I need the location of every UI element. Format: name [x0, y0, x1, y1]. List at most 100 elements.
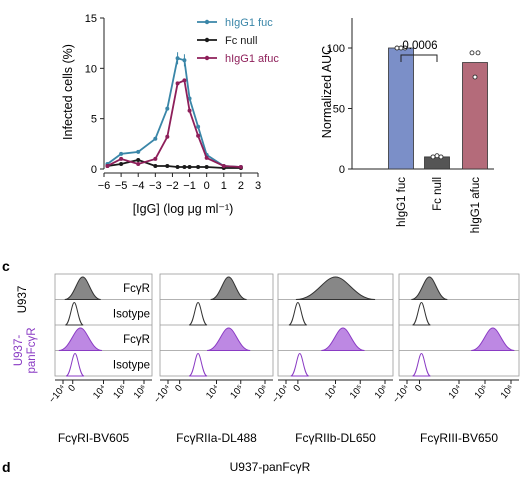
data-point [196, 133, 201, 138]
data-point [196, 124, 201, 129]
x-tick-label: −1 [183, 180, 196, 192]
histogram-x-tick-label: 10⁴ [91, 383, 109, 401]
x-tick-label: −6 [98, 180, 111, 192]
bar-chart-significance-label: 0.0006 [402, 40, 437, 52]
histogram-x-tick-label: 10⁵ [111, 383, 129, 401]
histogram-column-label: FcγRIIb-DL650 [295, 431, 376, 445]
row-label: FcγR [123, 283, 150, 295]
histogram-x-tick-label: 10⁶ [253, 383, 271, 401]
y-tick-label: 15 [85, 13, 97, 25]
x-tick-label: 0 [204, 180, 210, 192]
legend-marker [204, 37, 210, 43]
data-point [187, 108, 192, 113]
line-chart-legend: hIgG1 fuc Fc null hIgG1 afuc [197, 17, 279, 65]
series-line [107, 159, 241, 169]
histogram-peak [188, 352, 208, 377]
row-label: FcγR [123, 334, 150, 346]
histogram-peak [412, 301, 431, 326]
data-point [136, 157, 141, 162]
histogram-x-tick-label: −10⁴ [270, 383, 291, 406]
histogram-peak [188, 301, 208, 326]
histogram-peak [64, 276, 101, 300]
data-point [165, 106, 170, 111]
legend-entry: hIgG1 fuc [225, 17, 273, 29]
bar [388, 47, 414, 170]
bar-chart-axes: 0 50 100 [327, 18, 494, 176]
line-chart-y-axis-label: Infected cells (%) [61, 44, 75, 140]
data-point [221, 163, 226, 168]
data-point [175, 164, 180, 169]
panel-d-title: U937-panFcγR [230, 460, 311, 474]
line-chart-series [105, 52, 243, 170]
data-point [153, 136, 158, 141]
data-point [175, 81, 180, 86]
row-label: Isotype [113, 309, 150, 321]
histogram-x-tick-label: 0 [173, 383, 185, 394]
data-point [238, 164, 243, 169]
histogram-x-tick-label: 10⁴ [323, 383, 341, 401]
x-tick-label: 3 [255, 180, 261, 192]
bar [424, 156, 450, 170]
legend-entry: Fc null [225, 35, 257, 47]
data-point [204, 164, 209, 169]
bar-category-label: hIgG1 afuc [470, 177, 482, 234]
replicate-point [394, 45, 400, 51]
data-point [119, 156, 124, 161]
legend-marker [204, 55, 210, 61]
data-point [105, 163, 110, 168]
data-point [204, 155, 209, 160]
histogram-peak [206, 327, 251, 351]
significance-bracket [400, 54, 438, 62]
histogram-panel: FcγR Isotype FcγR Isotype U937 U937- panFcγR −1… [13, 273, 520, 445]
replicate-point [434, 153, 440, 159]
y-tick-label: 50 [333, 104, 345, 116]
bar-chart-bars: hIgG1 fuc Fc null hIgG1 afuc [388, 45, 488, 234]
histogram-peak [411, 276, 448, 300]
histogram-column-label: FcγRIIa-DL488 [176, 431, 257, 445]
histogram-x-tick-label: 10⁴ [204, 383, 222, 401]
histogram-x-tick-label: 10⁶ [499, 383, 517, 401]
histogram-x-tick-label: 10⁶ [132, 383, 150, 401]
line-chart-x-axis-label: [IgG] (log μg ml⁻¹) [133, 202, 234, 216]
group-label-u937-panfcgr: U937- [13, 335, 25, 366]
bar-category-label: hIgG1 fuc [396, 177, 408, 227]
group-label-u937-panfcgr-2: panFcγR [26, 327, 38, 373]
histogram-x-tick-label: −10⁴ [391, 383, 412, 406]
bar-chart-y-axis-label: Normalized AUC [320, 46, 334, 138]
x-tick-label: 2 [238, 180, 244, 192]
histogram-x-tick-label: 10⁵ [473, 383, 491, 401]
data-point [182, 164, 187, 169]
y-tick-label: 100 [327, 43, 345, 55]
x-tick-label: −5 [115, 180, 128, 192]
histogram-x-tick-label: 0 [413, 383, 425, 394]
histogram-column-label: FcγRIII-BV650 [420, 431, 498, 445]
data-point [182, 78, 187, 83]
legend-entry: hIgG1 afuc [225, 53, 279, 65]
x-tick-label: −4 [132, 180, 145, 192]
bar-chart: 0 50 100 hIgG1 fuc Fc null hIgG1 afuc Normal… [320, 18, 494, 233]
data-point [153, 163, 158, 168]
histogram-x-tick-label: 10⁵ [348, 383, 366, 401]
data-point [153, 156, 158, 161]
replicate-point [475, 50, 481, 56]
histogram-x-tick-label: 0 [66, 383, 78, 394]
panel-d-label: d [2, 459, 11, 475]
histogram-peak [65, 301, 84, 326]
data-point [119, 161, 124, 166]
bar-category-label: Fc null [432, 177, 444, 211]
histogram-x-tick-label: 0 [291, 383, 303, 394]
histogram-x-tick-label: −10⁴ [152, 383, 173, 406]
replicate-point [472, 74, 478, 80]
histogram-peak [210, 276, 247, 300]
y-tick-label: 0 [91, 164, 97, 176]
x-tick-label: −3 [149, 180, 162, 192]
data-point [187, 164, 192, 169]
legend-marker [204, 19, 210, 25]
x-tick-label: −2 [166, 180, 179, 192]
data-point [119, 151, 124, 156]
replicate-point [430, 154, 436, 160]
data-point [165, 163, 170, 168]
replicate-point [438, 154, 444, 160]
histogram-peak [58, 327, 103, 351]
